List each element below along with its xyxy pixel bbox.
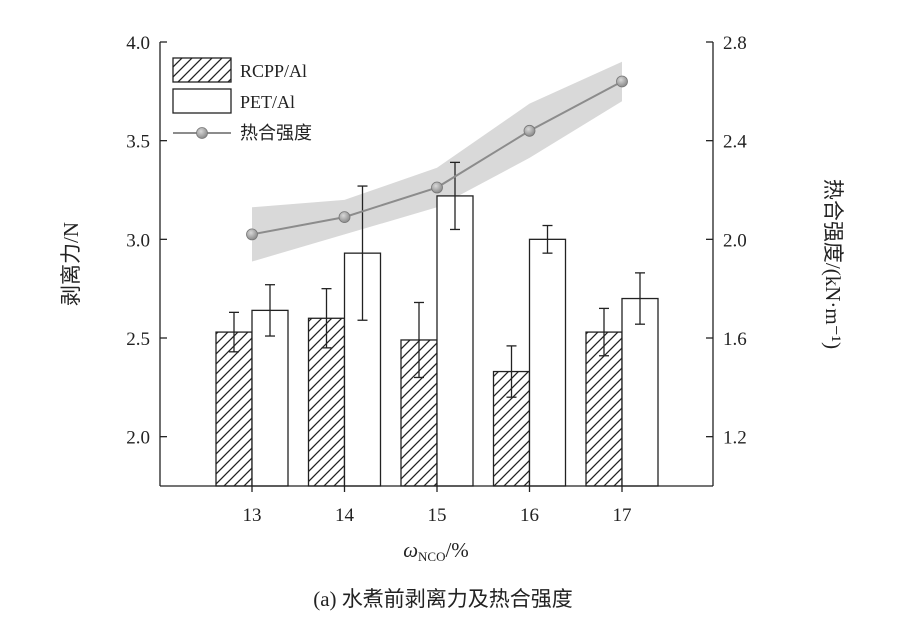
bar-pet-al-16 [528,238,567,487]
left-tick-label-2.0: 2.0 [126,428,150,449]
right-tick-label-2.4: 2.4 [723,132,747,153]
legend-label-pet: PET/Al [240,92,295,112]
bar-pet-al-15 [436,195,474,487]
bar-pet-al-17 [621,297,659,487]
right-tick-label-2.0: 2.0 [723,230,747,251]
x-axis-title-unit: /% [445,538,468,562]
left-tick-label-3.5: 3.5 [126,132,150,153]
x-axis-title: ωNCO/% [403,538,469,564]
figure-caption: (a) 水煮前剥离力及热合强度 [313,587,573,611]
right-axis-title: 热合强度/(kN·m⁻¹) [821,179,845,349]
bar-layer [215,161,659,487]
heat-seal-point-13 [246,228,258,241]
heat-seal-point-14 [338,211,351,224]
right-tick-label-1.2: 1.2 [723,428,747,449]
x-tick-label-14: 14 [335,505,355,526]
left-axis-title: 剥离力/N [59,222,83,306]
x-axis-title-symbol: ω [403,538,418,562]
legend-label-rcpp: RCPP/Al [240,61,307,81]
line-layer [246,75,628,241]
legend-marker-sample [196,127,208,139]
right-tick-label-1.6: 1.6 [723,329,747,350]
x-axis-title-subscript: NCO [418,549,445,564]
axis-layer: 2.0 2.5 3.0 3.5 4.0 1.2 1.6 2.0 2.4 2.8 13 14 15 16 17 [126,33,747,526]
heat-seal-point-16 [523,124,536,137]
left-tick-label-4.0: 4.0 [126,33,150,54]
legend-swatch-rcpp [172,57,232,83]
left-tick-label-3.0: 3.0 [126,230,150,251]
heat-seal-point-15 [431,181,443,194]
heat-seal-point-17 [616,75,628,88]
x-tick-label-16: 16 [520,505,539,526]
bar-rcpp-al-13 [215,331,253,487]
left-tick-label-2.5: 2.5 [126,329,150,350]
legend: RCPP/Al PET/Al 热合强度 [172,57,312,143]
bar-pet-al-13 [251,309,289,487]
right-tick-label-2.8: 2.8 [723,33,747,54]
legend-swatch-pet [172,88,232,114]
legend-label-heat-seal: 热合强度 [240,123,312,143]
x-tick-label-17: 17 [613,505,632,526]
x-tick-label-15: 15 [428,505,447,526]
x-tick-label-13: 13 [243,505,262,526]
